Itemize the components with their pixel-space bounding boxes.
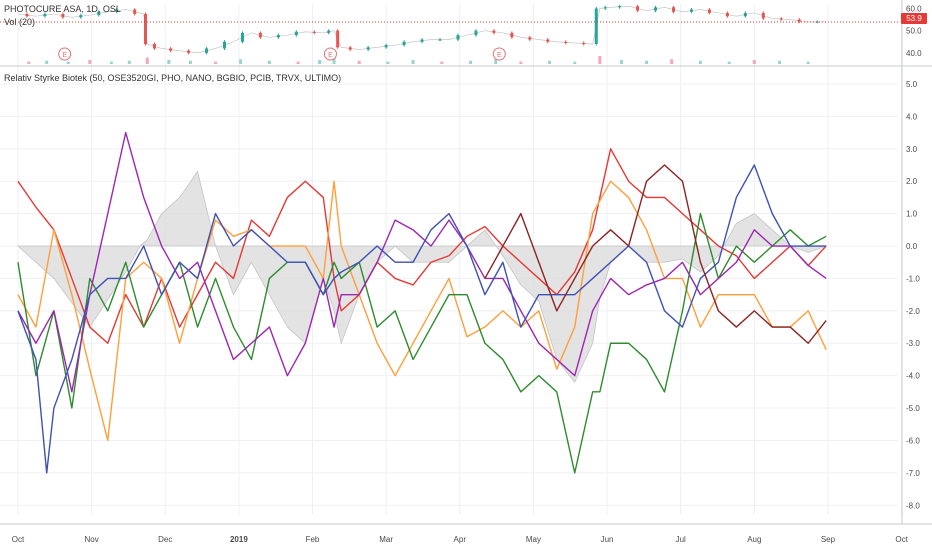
y-tick-label: -4.0	[906, 372, 920, 381]
series-line-6	[484, 164, 827, 344]
volume-bar	[440, 61, 444, 64]
series-line-5	[17, 164, 827, 474]
y-tick-label: -5.0	[906, 404, 920, 413]
y-tick-label: -6.0	[906, 436, 920, 445]
volume-bar	[27, 61, 31, 64]
volume-bar	[145, 57, 149, 64]
y-tick-label: 1.0	[906, 210, 918, 219]
volume-bar	[519, 61, 523, 64]
volume-bar	[239, 59, 243, 64]
volume-bar	[619, 60, 623, 64]
x-tick-label: Apr	[454, 535, 467, 544]
earnings-marker	[323, 47, 337, 61]
volume-bar	[806, 61, 810, 64]
volume-bar	[357, 60, 361, 64]
price-tick-label: 60.0	[906, 4, 922, 13]
volume-bar	[318, 60, 322, 64]
volume-bar	[670, 59, 674, 64]
y-tick-label: 4.0	[906, 112, 918, 121]
earnings-marker	[492, 47, 506, 61]
series-line-3	[17, 212, 827, 474]
candle-body	[438, 39, 442, 41]
y-tick-label: 5.0	[906, 80, 918, 89]
volume-bar	[698, 60, 702, 64]
x-tick-label: Jul	[676, 535, 686, 544]
volume-bar	[727, 61, 731, 64]
x-tick-label: May	[526, 535, 541, 544]
series-line-4	[17, 131, 827, 393]
area-series	[16, 170, 827, 383]
symbol-label: PHOTOCURE ASA, 1D, OSL	[4, 4, 121, 14]
volume-bar	[296, 61, 300, 64]
earnings-marker-label: E	[497, 52, 502, 59]
y-tick-label: -3.0	[906, 339, 920, 348]
volume-bar	[45, 60, 49, 64]
y-tick-label: 2.0	[906, 177, 918, 186]
volume-label: Vol (20)	[4, 17, 36, 27]
series-layer	[17, 131, 827, 474]
volume-bar	[598, 56, 602, 64]
volume-bar	[66, 61, 70, 64]
volume-bar	[573, 61, 577, 64]
indicator-label: Relativ Styrke Biotek (50, OSE3520GI, PH…	[4, 73, 342, 83]
y-tick-label: -1.0	[906, 274, 920, 283]
volume-bar	[109, 61, 113, 64]
volume-bar	[188, 60, 192, 64]
volume-bar	[386, 61, 390, 64]
series-line-2	[17, 180, 827, 442]
earnings-marker-label: E	[62, 52, 67, 59]
last-price-tag: 53.9	[901, 13, 927, 24]
x-tick-label: Oct	[12, 535, 25, 544]
volume-bar	[214, 61, 218, 64]
price-tick-label: 50.0	[906, 27, 922, 36]
x-tick-label: Sep	[821, 535, 836, 544]
volume-bar	[127, 60, 131, 64]
y-tick-label: -2.0	[906, 307, 920, 316]
volume-bar	[167, 60, 171, 64]
x-tick-label: Mar	[379, 535, 393, 544]
y-tick-label: -8.0	[906, 501, 920, 510]
volume-bar	[411, 60, 415, 64]
volume-bar	[494, 59, 498, 64]
area-layer	[16, 170, 827, 383]
volume-bar	[645, 60, 649, 64]
volume-bar	[752, 60, 756, 64]
x-tick-label: Aug	[747, 535, 761, 544]
x-tick-label: Jun	[601, 535, 614, 544]
volume-bar	[267, 60, 271, 64]
x-tick-label: 2019	[230, 535, 248, 544]
volume-bar	[469, 60, 473, 64]
series-line-1	[17, 148, 827, 344]
earnings-marker-label: E	[328, 52, 333, 59]
y-tick-label: 3.0	[906, 145, 918, 154]
price-tick-label: 40.0	[906, 49, 922, 58]
candle-body	[815, 21, 819, 23]
price-line	[17, 5, 827, 54]
y-tick-label: -7.0	[906, 469, 920, 478]
volume-bar	[548, 60, 552, 64]
volume-bar	[88, 60, 92, 64]
x-tick-label: Feb	[306, 535, 320, 544]
x-tick-label: Nov	[84, 535, 98, 544]
volume-bar	[777, 60, 781, 64]
y-tick-label: 0.0	[906, 242, 918, 251]
x-tick-label: Dec	[158, 535, 172, 544]
earnings-marker	[58, 47, 72, 61]
x-tick-label: Oct	[895, 535, 908, 544]
volume-bar	[332, 56, 336, 64]
